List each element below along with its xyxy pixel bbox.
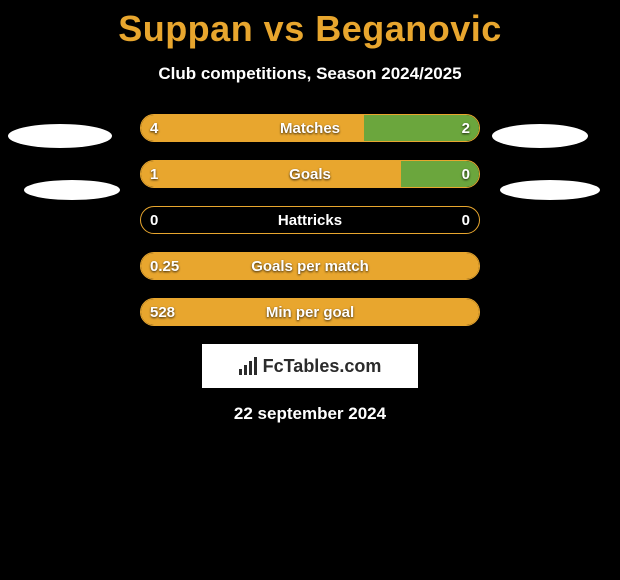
stat-row: Goals per match0.25: [0, 252, 620, 280]
logo-box: FcTables.com: [202, 344, 418, 388]
bar-left-fill: [141, 299, 479, 325]
logo-bar: [249, 361, 252, 375]
comparison-title: Suppan vs Beganovic: [0, 0, 620, 50]
bar-track: Hattricks: [140, 206, 480, 234]
right-value: 2: [462, 114, 470, 142]
bar-track: Goals per match: [140, 252, 480, 280]
logo-bar: [254, 357, 257, 375]
generation-date: 22 september 2024: [0, 404, 620, 424]
bar-left-fill: [141, 161, 401, 187]
stat-row: Min per goal528: [0, 298, 620, 326]
stat-label: Hattricks: [141, 207, 479, 233]
bar-track: Goals: [140, 160, 480, 188]
bar-track: Min per goal: [140, 298, 480, 326]
player-oval: [500, 180, 600, 200]
left-value: 0.25: [150, 252, 179, 280]
left-value: 528: [150, 298, 175, 326]
left-value: 4: [150, 114, 158, 142]
left-value: 0: [150, 206, 158, 234]
player-oval: [24, 180, 120, 200]
bar-left-fill: [141, 115, 364, 141]
right-value: 0: [462, 206, 470, 234]
player-oval: [8, 124, 112, 148]
stat-row: Hattricks0 0: [0, 206, 620, 234]
player-oval: [492, 124, 588, 148]
right-value: 0: [462, 160, 470, 188]
left-value: 1: [150, 160, 158, 188]
logo-text: FcTables.com: [263, 356, 382, 377]
bar-left-fill: [141, 253, 479, 279]
logo: FcTables.com: [239, 356, 382, 377]
bar-chart-icon: [239, 357, 259, 375]
logo-bar: [239, 369, 242, 375]
bar-track: Matches: [140, 114, 480, 142]
logo-bar: [244, 365, 247, 375]
comparison-subtitle: Club competitions, Season 2024/2025: [0, 64, 620, 84]
